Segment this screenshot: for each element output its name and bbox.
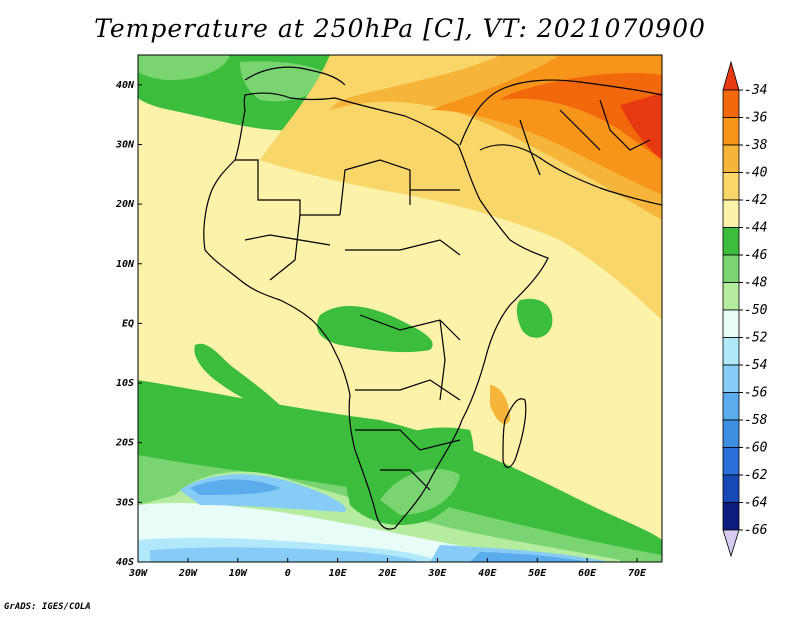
lon-tick-label: 10E bbox=[329, 568, 348, 579]
colorbar-label: -40 bbox=[744, 166, 768, 181]
lat-tick-label: 10N bbox=[116, 259, 135, 270]
lat-tick-label: 40N bbox=[116, 80, 135, 91]
lat-tick-label: 10S bbox=[116, 378, 134, 389]
colorbar-swatch bbox=[722, 117, 740, 146]
temperature-field bbox=[138, 55, 662, 562]
colorbar-swatch bbox=[722, 392, 740, 421]
colorbar-label: -58 bbox=[744, 413, 768, 428]
colorbar-swatch bbox=[722, 502, 740, 531]
colorbar-label: -62 bbox=[744, 468, 768, 483]
lon-tick-label: 30W bbox=[128, 568, 148, 579]
colorbar-swatch bbox=[722, 529, 740, 558]
lon-tick-label: 20E bbox=[377, 568, 397, 579]
lon-tick-label: 60E bbox=[578, 568, 597, 579]
colorbar-swatch bbox=[722, 309, 740, 338]
longitude-axis: 30W 20W 10W 0 10E 20E 30E 40E 50E 60E 70E bbox=[128, 558, 647, 579]
colorbar-label: -54 bbox=[744, 358, 767, 373]
colorbar-swatch bbox=[722, 474, 740, 503]
lat-tick-label: 30N bbox=[115, 139, 135, 150]
colorbar-swatch bbox=[722, 227, 740, 256]
colorbar: -34 -36 -38 -40 -42 -44 -46 -48 -50 -52 -54 -56 -58 -… bbox=[722, 60, 768, 558]
lat-tick-label: EQ bbox=[122, 318, 134, 329]
colorbar-swatch bbox=[722, 199, 740, 228]
colorbar-label: -44 bbox=[744, 221, 767, 236]
colorbar-swatch bbox=[722, 282, 740, 311]
colorbar-swatch bbox=[722, 337, 740, 366]
colorbar-label: -64 bbox=[744, 496, 767, 511]
colorbar-label: -34 bbox=[744, 83, 767, 98]
colorbar-label: -66 bbox=[744, 523, 768, 538]
colorbar-swatch bbox=[722, 254, 740, 283]
lat-tick-label: 30S bbox=[115, 497, 134, 508]
coastlines bbox=[203, 66, 662, 530]
credit-text: GrADS: IGES/COLA bbox=[4, 602, 91, 612]
lon-tick-label: 50E bbox=[528, 568, 547, 579]
lat-tick-label: 20S bbox=[115, 438, 134, 449]
colorbar-label: -38 bbox=[744, 138, 768, 153]
colorbar-label: -50 bbox=[744, 303, 768, 318]
lon-tick-label: 10W bbox=[229, 568, 248, 579]
plot-frame bbox=[137, 54, 663, 563]
colorbar-swatch bbox=[722, 144, 740, 173]
lon-tick-label: 70E bbox=[628, 568, 647, 579]
latitude-axis: 40N 30N 20N 10N EQ 10S 20S 30S 40S bbox=[115, 80, 142, 568]
colorbar-label: -56 bbox=[744, 386, 768, 401]
colorbar-label: -42 bbox=[744, 193, 768, 208]
lon-tick-label: 0 bbox=[285, 568, 291, 579]
lon-tick-label: 30E bbox=[427, 568, 447, 579]
colorbar-swatch bbox=[722, 60, 740, 91]
colorbar-label: -60 bbox=[744, 441, 768, 456]
colorbar-swatch bbox=[722, 364, 740, 393]
colorbar-swatch bbox=[722, 447, 740, 476]
colorbar-label: -36 bbox=[744, 111, 768, 126]
colorbar-swatch bbox=[722, 419, 740, 448]
lat-tick-label: 40S bbox=[116, 557, 134, 568]
colorbar-label: -48 bbox=[744, 276, 768, 291]
colorbar-swatch bbox=[722, 89, 740, 118]
map-title: Temperature at 250hPa [C], VT: 202107090… bbox=[94, 14, 706, 43]
lon-tick-label: 20W bbox=[178, 568, 198, 579]
colorbar-label: -46 bbox=[744, 248, 768, 263]
colorbar-swatch bbox=[722, 172, 740, 201]
lon-tick-label: 40E bbox=[478, 568, 497, 579]
lat-tick-label: 20N bbox=[115, 199, 135, 210]
colorbar-label: -52 bbox=[744, 331, 768, 346]
